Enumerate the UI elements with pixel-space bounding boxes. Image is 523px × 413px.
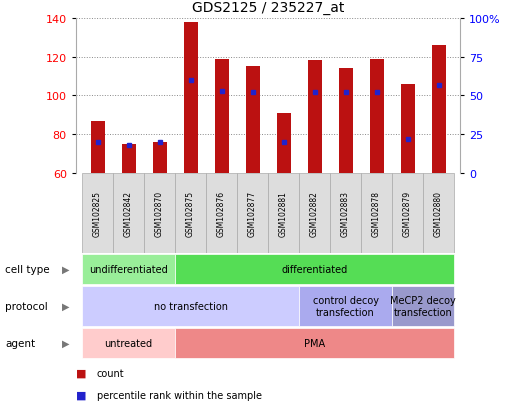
Text: GSM102876: GSM102876 (217, 190, 226, 236)
Text: ▶: ▶ (62, 338, 69, 348)
Bar (392, 286, 454, 326)
Bar (431, 46, 446, 173)
Text: undifferentiated: undifferentiated (89, 264, 168, 274)
Bar (277, 114, 290, 173)
Bar (82, 173, 113, 253)
Text: ■: ■ (76, 390, 86, 400)
Bar (299, 173, 330, 253)
Bar (361, 173, 392, 253)
Text: GSM102877: GSM102877 (248, 190, 257, 236)
Text: GSM102842: GSM102842 (124, 190, 133, 236)
Bar (184, 23, 198, 173)
Bar (299, 286, 392, 326)
Text: ▶: ▶ (62, 301, 69, 311)
Bar (401, 85, 415, 173)
Text: GSM102879: GSM102879 (403, 190, 412, 236)
Text: ▶: ▶ (62, 264, 69, 274)
Text: GSM102875: GSM102875 (186, 190, 195, 236)
Text: GSM102878: GSM102878 (372, 190, 381, 236)
Bar (153, 142, 166, 173)
Text: protocol: protocol (5, 301, 48, 311)
Bar (246, 67, 259, 173)
Bar (308, 62, 322, 173)
Bar (237, 173, 268, 253)
Bar (90, 121, 105, 173)
Bar (175, 173, 206, 253)
Bar (338, 69, 353, 173)
Text: GSM102881: GSM102881 (279, 190, 288, 236)
Bar (392, 173, 423, 253)
Bar (370, 59, 383, 173)
Bar (423, 173, 454, 253)
Text: ■: ■ (76, 368, 86, 378)
Text: cell type: cell type (5, 264, 50, 274)
Bar (113, 173, 144, 253)
Text: no transfection: no transfection (154, 301, 228, 311)
Bar (214, 59, 229, 173)
Bar (144, 173, 175, 253)
Bar (175, 328, 454, 358)
Text: count: count (97, 368, 124, 378)
Text: GSM102870: GSM102870 (155, 190, 164, 236)
Text: percentile rank within the sample: percentile rank within the sample (97, 390, 262, 400)
Bar (82, 286, 299, 326)
Text: differentiated: differentiated (281, 264, 348, 274)
Bar (175, 254, 454, 285)
Bar (206, 173, 237, 253)
Text: control decoy
transfection: control decoy transfection (313, 295, 379, 317)
Text: PMA: PMA (304, 338, 325, 348)
Bar (121, 145, 135, 173)
Text: GSM102882: GSM102882 (310, 190, 319, 236)
Bar (82, 254, 175, 285)
Text: GSM102825: GSM102825 (93, 190, 102, 236)
Text: MeCP2 decoy
transfection: MeCP2 decoy transfection (390, 295, 456, 317)
Text: agent: agent (5, 338, 36, 348)
Text: GSM102883: GSM102883 (341, 190, 350, 236)
Bar (330, 173, 361, 253)
Bar (268, 173, 299, 253)
Text: GSM102880: GSM102880 (434, 190, 443, 236)
Text: untreated: untreated (105, 338, 153, 348)
Title: GDS2125 / 235227_at: GDS2125 / 235227_at (192, 1, 344, 15)
Bar (82, 328, 175, 358)
